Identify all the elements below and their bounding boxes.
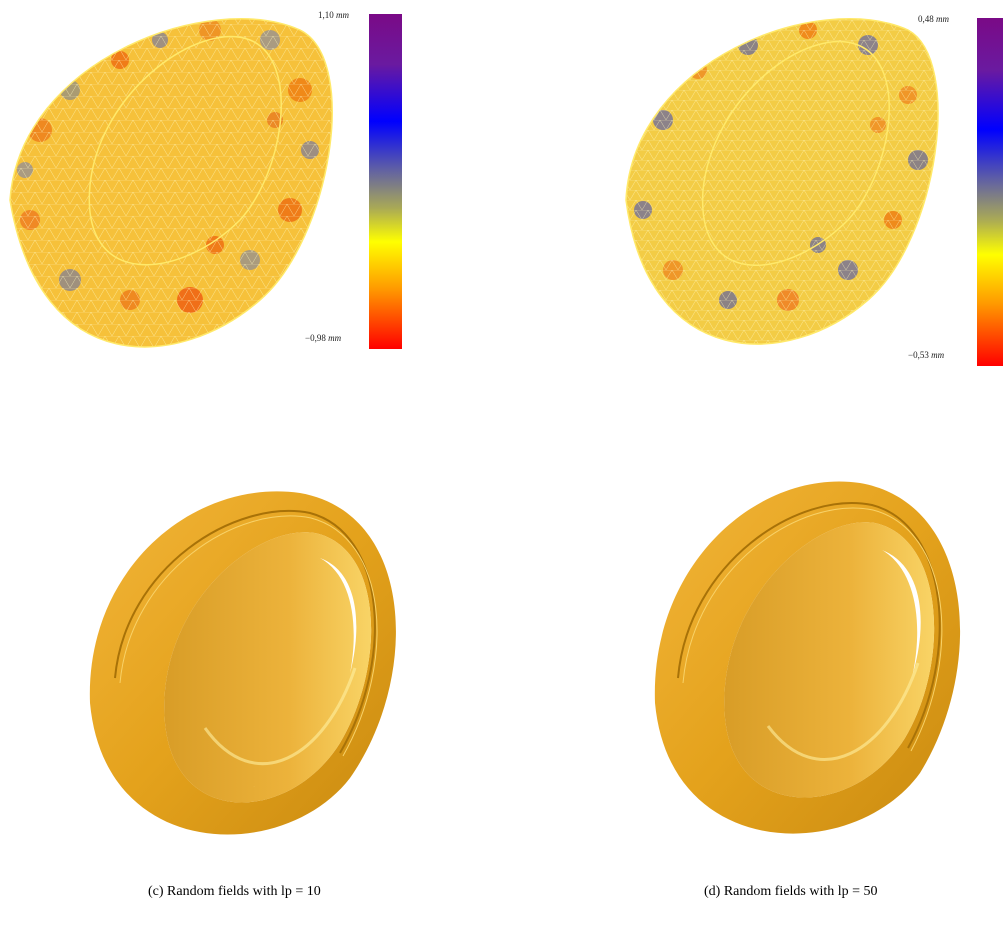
caption-d: (d) Random fields with lp = 50	[704, 884, 878, 899]
color-scale-bar-a	[369, 14, 402, 349]
ring-deviation-render	[9, 18, 333, 348]
scale-max-label-a: 1,10 mm	[318, 10, 349, 20]
color-scale-bar-b	[977, 18, 1003, 366]
ring-deviation-render	[625, 18, 939, 345]
ring-gold-render	[89, 491, 396, 835]
scale-min-label-b: −0,53 mm	[908, 350, 945, 360]
ring-gold-render	[654, 481, 961, 834]
scale-max-label-b: 0,48 mm	[918, 14, 949, 24]
scale-min-label-a: −0,98 mm	[305, 333, 342, 343]
caption-c: (c) Random fields with lp = 10	[148, 884, 321, 899]
